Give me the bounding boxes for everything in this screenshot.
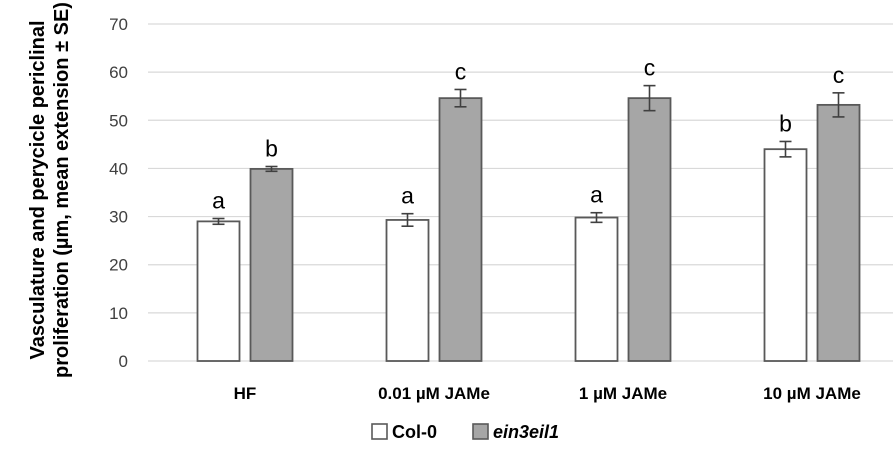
significance-letter: c [455, 58, 467, 84]
bar [627, 97, 672, 362]
y-tick-label: 0 [119, 352, 128, 371]
bar [196, 220, 241, 362]
error-bars [212, 84, 845, 227]
bar [574, 216, 619, 362]
bar [763, 148, 808, 362]
y-tick-label: 30 [109, 208, 128, 227]
bar [816, 103, 861, 362]
y-tick-label: 60 [109, 63, 128, 82]
significance-letter: c [833, 62, 845, 88]
y-tick-label: 40 [109, 159, 128, 178]
significance-letter: a [590, 182, 603, 208]
x-category-label: 0.01 µM JAMe [378, 384, 490, 403]
significance-letter: b [779, 110, 792, 136]
y-tick-label: 50 [109, 111, 128, 130]
legend: Col-0 ein3eil1 [371, 422, 559, 442]
x-category-label: HF [234, 384, 257, 403]
bar [438, 97, 483, 362]
significance-letter: a [401, 183, 414, 209]
significance-letter: c [644, 55, 656, 81]
y-axis-title-line-1: Vasculature and perycicle periclinal [27, 20, 49, 359]
significance-labels: a a a b b c c c [212, 55, 844, 214]
y-tick-label: 20 [109, 256, 128, 275]
y-tick-label: 10 [109, 304, 128, 323]
legend-swatch [472, 423, 489, 440]
significance-letter: b [265, 136, 278, 162]
x-axis-category-labels: HF 0.01 µM JAMe 1 µM JAMe 10 µM JAMe [234, 384, 861, 403]
y-axis-ticks: 0 10 20 30 40 50 60 70 [109, 15, 128, 371]
bar [249, 168, 294, 362]
y-axis-title: Vasculature and perycicle periclinal pro… [27, 2, 73, 378]
x-category-label: 1 µM JAMe [579, 384, 667, 403]
bars [196, 97, 861, 362]
x-category-label: 10 µM JAMe [763, 384, 861, 403]
bar [385, 219, 430, 362]
legend-label: ein3eil1 [493, 422, 559, 442]
y-axis-title-line-2: proliferation (µm, mean extension ± SE) [51, 2, 73, 378]
y-tick-label: 70 [109, 15, 128, 34]
significance-letter: a [212, 187, 225, 213]
legend-label: Col-0 [392, 422, 437, 442]
legend-swatch [371, 423, 388, 440]
